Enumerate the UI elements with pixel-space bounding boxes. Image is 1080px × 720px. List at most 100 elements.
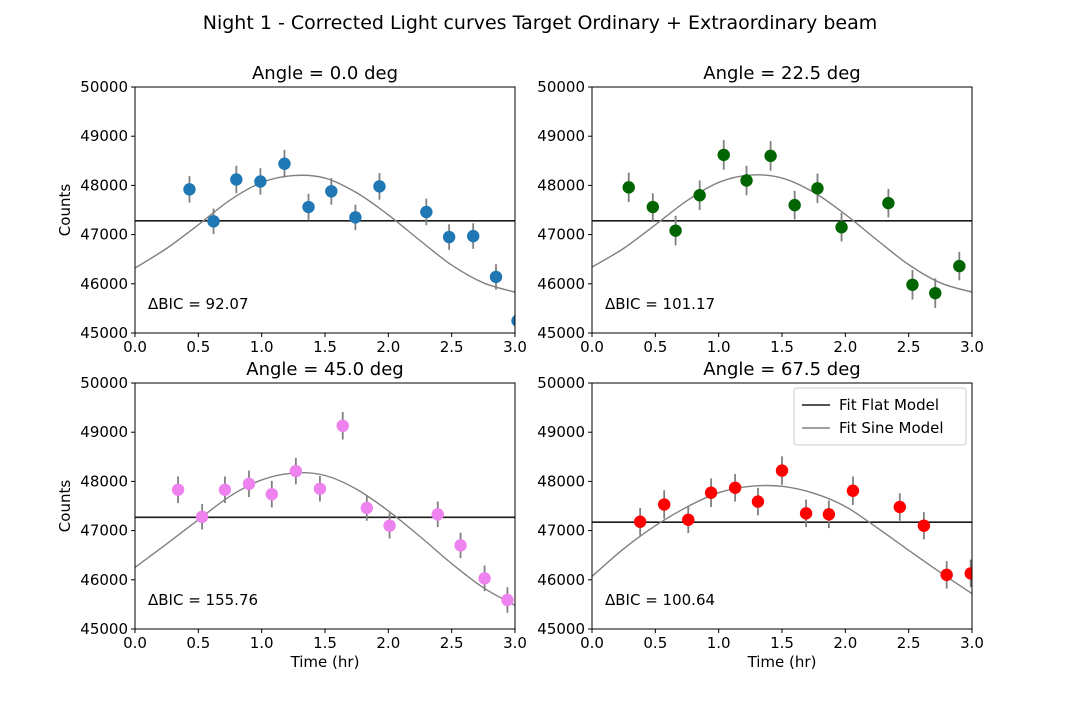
data-point: [764, 149, 777, 163]
x-tick-label: 3.0: [503, 634, 527, 652]
data-point: [336, 419, 349, 433]
data-point: [799, 507, 813, 520]
x-tick-label: 2.5: [897, 634, 921, 652]
y-tick-label: 45000: [80, 620, 128, 638]
legend-label: Fit Flat Model: [839, 396, 939, 414]
y-tick-label: 48000: [537, 176, 585, 194]
data-point: [751, 495, 765, 508]
data-point: [693, 189, 706, 202]
data-point: [254, 175, 267, 188]
y-tick-label: 47000: [537, 522, 585, 540]
sine-model-line: [592, 174, 972, 293]
data-point: [265, 487, 278, 501]
data-point: [302, 200, 315, 214]
x-tick-label: 0.0: [580, 634, 604, 652]
y-axis-label: Counts: [56, 184, 74, 237]
data-point: [704, 486, 718, 499]
x-tick-label: 1.0: [707, 338, 731, 356]
x-tick-label: 1.5: [770, 338, 794, 356]
data-point: [207, 215, 220, 228]
panel-title: Angle = 45.0 deg: [246, 359, 403, 380]
data-point: [467, 229, 480, 243]
data-point: [682, 513, 695, 526]
y-tick-label: 49000: [80, 423, 128, 441]
x-tick-label: 1.0: [250, 634, 274, 652]
x-tick-label: 2.5: [897, 338, 921, 356]
panel-title: Angle = 67.5 deg: [703, 359, 860, 380]
delta-bic-annotation: ΔBIC = 101.17: [605, 295, 715, 313]
data-point: [360, 501, 373, 515]
x-tick-label: 2.0: [376, 338, 400, 356]
plot-area: [135, 412, 515, 613]
data-point: [658, 498, 671, 511]
data-point: [835, 221, 848, 234]
x-tick-label: 0.5: [643, 338, 667, 356]
x-tick-label: 1.5: [313, 338, 337, 356]
data-point: [313, 482, 327, 495]
data-point: [289, 464, 303, 478]
x-tick-label: 3.0: [503, 338, 527, 356]
plot-area: [592, 140, 972, 308]
sine-model-line: [135, 174, 515, 293]
x-tick-label: 3.0: [960, 634, 984, 652]
sine-model-line: [592, 484, 972, 595]
data-point: [278, 157, 291, 170]
x-tick-label: 2.5: [440, 634, 464, 652]
panel-3: Angle = 45.0 deg 0.0 0.5 1.0 1.5 2.0 2.5 3.0 450…: [56, 359, 527, 671]
y-tick-label: 46000: [537, 275, 585, 293]
y-tick-label: 48000: [537, 472, 585, 490]
x-tick-label: 0.5: [643, 634, 667, 652]
data-point: [373, 180, 386, 193]
y-tick-label: 50000: [80, 374, 128, 392]
legend: Fit Flat Model Fit Sine Model: [793, 387, 967, 446]
y-tick-label: 46000: [537, 571, 585, 589]
x-tick-label: 0.0: [123, 634, 147, 652]
data-point: [349, 211, 362, 224]
x-tick-label: 1.0: [707, 634, 731, 652]
data-point: [478, 572, 491, 585]
x-tick-label: 1.5: [770, 634, 794, 652]
data-point: [646, 200, 659, 214]
y-tick-label: 49000: [537, 127, 585, 145]
sine-model-line: [135, 472, 515, 606]
data-point: [501, 593, 514, 607]
x-tick-label: 1.0: [250, 338, 274, 356]
x-tick-label: 2.0: [833, 634, 857, 652]
x-tick-label: 3.0: [960, 338, 984, 356]
panel-title: Angle = 22.5 deg: [703, 63, 860, 84]
x-tick-label: 0.5: [186, 634, 210, 652]
panel-4: Angle = 67.5 deg 0.0 0.5 1.0 1.5 2.0 2.5 3.0 450…: [537, 359, 984, 671]
y-tick-label: 46000: [80, 571, 128, 589]
data-point: [906, 278, 919, 291]
y-tick-label: 48000: [80, 472, 128, 490]
y-tick-label: 46000: [80, 275, 128, 293]
y-tick-label: 47000: [80, 226, 128, 244]
data-point: [940, 568, 953, 582]
data-point: [633, 515, 647, 528]
data-point: [822, 508, 836, 521]
x-tick-label: 0.0: [123, 338, 147, 356]
data-point: [788, 198, 801, 212]
data-point: [917, 519, 931, 532]
data-point: [325, 185, 338, 198]
panel-1: Angle = 0.0 deg 0.0 0.5 1.0 1.5 2.0 2.5 3.0 4500…: [56, 63, 527, 356]
y-tick-label: 47000: [537, 226, 585, 244]
data-point: [964, 567, 972, 580]
data-point: [183, 183, 196, 196]
data-point: [442, 230, 456, 244]
plot-area: [592, 456, 972, 595]
data-point: [846, 484, 860, 497]
plot-area: [135, 149, 515, 327]
data-point: [230, 173, 243, 186]
data-point: [740, 174, 753, 187]
data-point: [171, 483, 185, 496]
x-tick-label: 0.0: [580, 338, 604, 356]
data-point: [489, 270, 503, 284]
data-point: [775, 464, 789, 477]
delta-bic-annotation: ΔBIC = 100.64: [605, 591, 715, 609]
data-point: [622, 181, 635, 194]
data-point: [728, 481, 742, 494]
data-point: [511, 315, 515, 327]
delta-bic-annotation: ΔBIC = 155.76: [148, 591, 258, 609]
